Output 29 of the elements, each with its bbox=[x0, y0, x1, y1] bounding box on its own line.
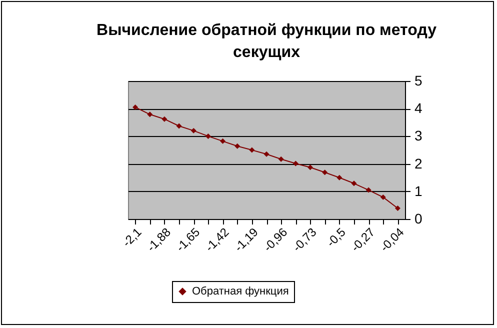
y-tick-label: 2 bbox=[414, 155, 422, 172]
y-tick-label: 1 bbox=[414, 182, 422, 199]
point bbox=[249, 147, 255, 153]
y-tick-label: 5 bbox=[414, 72, 422, 88]
point bbox=[322, 170, 328, 176]
x-tick-label: -2,1 bbox=[120, 224, 144, 250]
point bbox=[162, 116, 168, 122]
y-tick-label: 0 bbox=[414, 210, 422, 226]
point bbox=[234, 143, 240, 149]
point bbox=[308, 164, 313, 170]
point bbox=[205, 133, 211, 139]
point bbox=[278, 156, 284, 162]
y-tick-label: 4 bbox=[414, 100, 422, 116]
point bbox=[366, 187, 372, 193]
point bbox=[394, 205, 400, 211]
point bbox=[292, 160, 298, 166]
point bbox=[132, 104, 138, 110]
point bbox=[220, 138, 226, 144]
point bbox=[147, 112, 153, 118]
point bbox=[264, 151, 270, 157]
point bbox=[176, 123, 182, 129]
point bbox=[336, 174, 342, 180]
y-tick-label: 3 bbox=[414, 128, 422, 144]
x-tick-label: -0,5 bbox=[324, 224, 349, 250]
point bbox=[190, 128, 196, 134]
point bbox=[351, 180, 357, 186]
point bbox=[380, 194, 386, 200]
legend-label: Обратная функция bbox=[192, 286, 289, 298]
chart-title: Вычисление обратной функции по методу секущих bbox=[96, 22, 437, 61]
